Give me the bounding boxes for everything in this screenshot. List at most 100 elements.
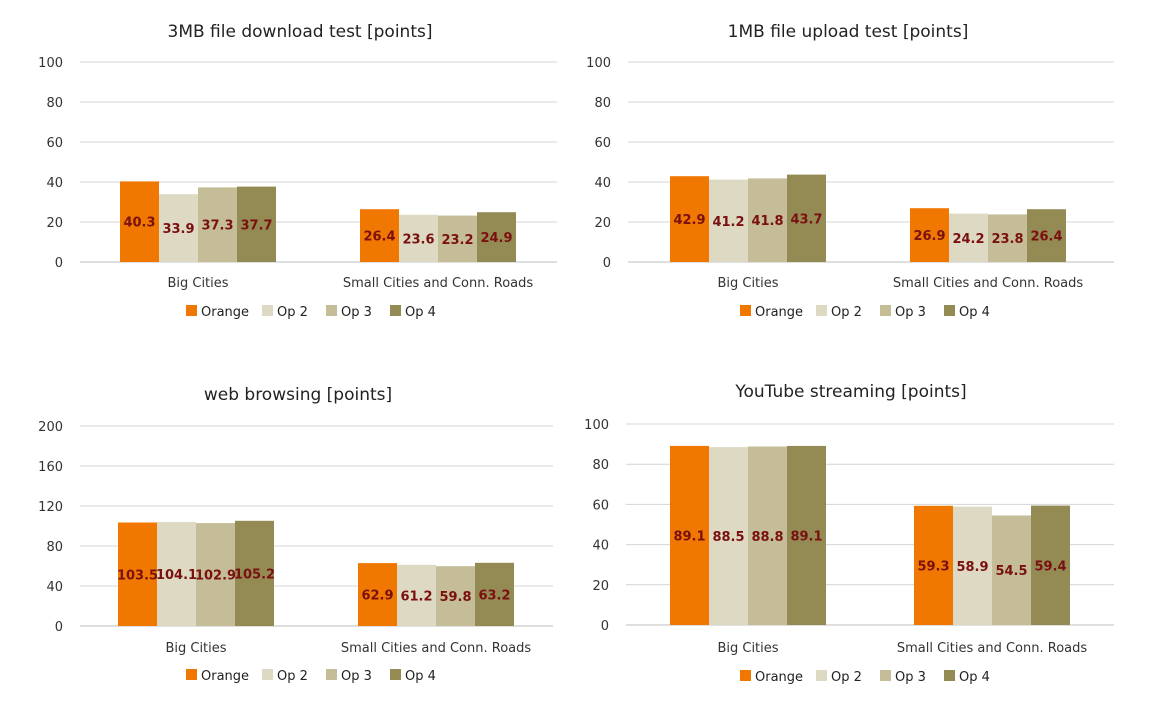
- data-label: 41.2: [712, 215, 744, 230]
- legend-swatch: [262, 669, 273, 680]
- y-tick-label: 60: [594, 136, 611, 151]
- legend-label: Orange: [755, 305, 803, 320]
- legend-label: Op 4: [405, 305, 436, 320]
- data-label: 54.5: [995, 564, 1027, 579]
- legend-swatch: [186, 305, 197, 316]
- y-tick-label: 120: [38, 500, 63, 515]
- y-tick-label: 40: [594, 176, 611, 191]
- y-tick-label: 0: [55, 620, 63, 635]
- y-tick-label: 20: [594, 216, 611, 231]
- legend-label: Orange: [201, 305, 249, 320]
- data-label: 33.9: [162, 222, 194, 237]
- bar-op-3: [988, 214, 1027, 262]
- y-tick-label: 0: [603, 256, 611, 271]
- x-category-label: Small Cities and Conn. Roads: [341, 641, 532, 656]
- legend-label: Orange: [201, 669, 249, 684]
- bar-op-4: [1027, 209, 1066, 262]
- bar-op-2: [397, 564, 436, 626]
- y-tick-label: 160: [38, 460, 63, 475]
- bar-orange: [910, 208, 949, 262]
- chart-3: web browsing [points] 0 40 80 120 160 200 103.5…: [38, 385, 553, 684]
- bar-op-4: [787, 445, 826, 625]
- legend-swatch: [740, 670, 751, 681]
- bar-orange: [120, 181, 159, 262]
- legend-swatch: [186, 669, 197, 680]
- legend-swatch: [390, 305, 401, 316]
- data-label: 103.5: [117, 568, 158, 583]
- legend-swatch: [326, 669, 337, 680]
- bar-op-4: [475, 562, 514, 626]
- bar-op-3: [436, 566, 475, 626]
- bar-orange: [358, 563, 397, 626]
- x-category-label: Big Cities: [717, 276, 778, 291]
- legend-swatch: [816, 305, 827, 316]
- legend-swatch: [326, 305, 337, 316]
- bar-op-2: [709, 447, 748, 625]
- data-label: 89.1: [673, 529, 705, 544]
- data-label: 61.2: [400, 589, 432, 604]
- x-category-label: Big Cities: [165, 641, 226, 656]
- legend-label: Op 4: [959, 670, 990, 685]
- legend: Orange Op 2 Op 3 Op 4: [740, 305, 990, 320]
- legend: Orange Op 2 Op 3 Op 4: [186, 669, 436, 684]
- legend-swatch: [740, 305, 751, 316]
- chart-title: 3MB file download test [points]: [168, 22, 433, 42]
- data-label: 23.6: [402, 232, 434, 247]
- legend-swatch: [816, 670, 827, 681]
- y-tick-label: 200: [38, 420, 63, 435]
- data-label: 59.4: [1034, 559, 1066, 574]
- legend-label: Op 3: [341, 305, 372, 320]
- chart-title: web browsing [points]: [204, 385, 392, 405]
- bar-op-3: [438, 215, 477, 262]
- y-tick-label: 80: [594, 96, 611, 111]
- data-label: 102.9: [195, 569, 236, 584]
- y-tick-label: 20: [46, 216, 63, 231]
- bar-orange: [118, 522, 157, 626]
- legend-label: Op 3: [895, 305, 926, 320]
- legend-swatch: [880, 305, 891, 316]
- data-label: 105.2: [234, 567, 275, 582]
- legend: Orange Op 2 Op 3 Op 4: [740, 670, 990, 685]
- legend-label: Op 3: [895, 670, 926, 685]
- y-tick-label: 60: [46, 136, 63, 151]
- y-tick-label: 80: [46, 96, 63, 111]
- legend: Orange Op 2 Op 3 Op 4: [186, 305, 436, 320]
- bar-op-4: [477, 212, 516, 262]
- x-category-label: Small Cities and Conn. Roads: [343, 276, 534, 291]
- legend-label: Op 4: [959, 305, 990, 320]
- bar-op-2: [399, 214, 438, 262]
- bar-op-4: [237, 186, 276, 262]
- legend-label: Op 4: [405, 669, 436, 684]
- bar-op-4: [1031, 505, 1070, 625]
- chart-1: 3MB file download test [points] 0 20 40 60 80…: [38, 22, 557, 320]
- y-tick-label: 20: [592, 579, 609, 594]
- data-label: 26.9: [913, 229, 945, 244]
- bar-orange: [670, 176, 709, 262]
- bar-op-3: [196, 523, 235, 626]
- data-label: 59.8: [439, 590, 471, 605]
- data-label: 24.9: [480, 231, 512, 246]
- bar-orange: [360, 209, 399, 262]
- legend-label: Op 3: [341, 669, 372, 684]
- y-tick-label: 80: [46, 540, 63, 555]
- x-category-label: Small Cities and Conn. Roads: [897, 641, 1088, 656]
- bar-op-4: [235, 520, 274, 626]
- data-label: 24.2: [952, 232, 984, 247]
- data-label: 41.8: [751, 214, 783, 229]
- bar-op-3: [198, 187, 237, 262]
- legend-label: Orange: [755, 670, 803, 685]
- legend-swatch: [262, 305, 273, 316]
- bar-op-3: [748, 178, 787, 262]
- bar-orange: [670, 445, 709, 625]
- chart-title: 1MB file upload test [points]: [728, 22, 969, 42]
- data-label: 59.3: [917, 559, 949, 574]
- y-tick-label: 40: [46, 580, 63, 595]
- data-label: 26.4: [1030, 230, 1062, 245]
- legend-label: Op 2: [831, 305, 862, 320]
- bar-op-2: [953, 506, 992, 625]
- bar-op-2: [159, 194, 198, 262]
- data-label: 62.9: [361, 589, 393, 604]
- chart-title: YouTube streaming [points]: [734, 382, 966, 402]
- data-label: 89.1: [790, 529, 822, 544]
